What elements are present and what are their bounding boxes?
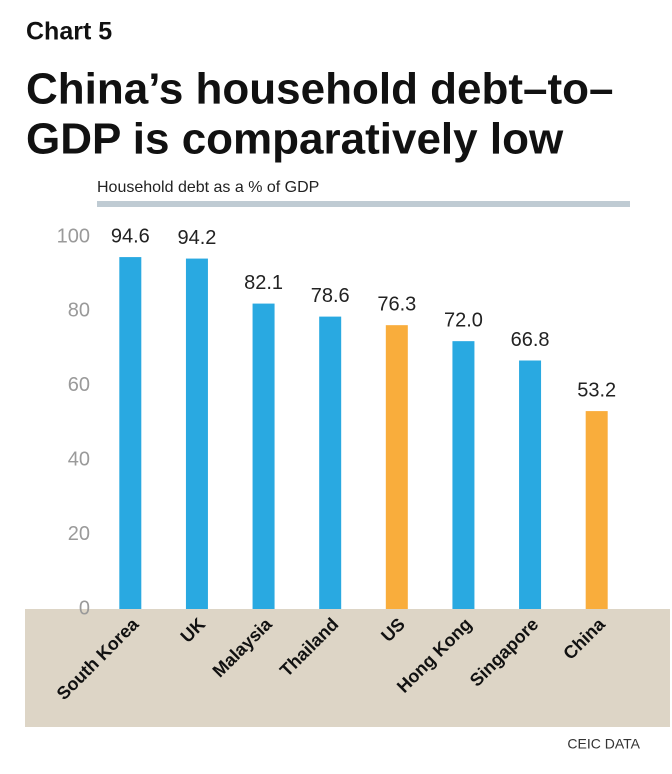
value-label: 94.6 bbox=[111, 225, 150, 247]
value-label: 94.2 bbox=[177, 227, 216, 249]
value-label: 78.6 bbox=[311, 285, 350, 307]
y-tick-label: 0 bbox=[79, 597, 90, 619]
bar bbox=[452, 341, 475, 609]
y-tick-label: 80 bbox=[68, 300, 90, 322]
source: CEIC DATA bbox=[567, 736, 640, 752]
chart-kicker: Chart 5 bbox=[26, 18, 112, 46]
bar bbox=[319, 316, 342, 609]
value-label: 76.3 bbox=[377, 293, 416, 315]
bar bbox=[252, 303, 275, 609]
value-label: 72.0 bbox=[444, 309, 483, 331]
bar bbox=[519, 360, 542, 609]
y-tick-label: 20 bbox=[68, 523, 90, 545]
bar bbox=[185, 258, 208, 609]
chart-subtitle: Household debt as a % of GDP bbox=[97, 179, 319, 196]
category-band bbox=[25, 609, 670, 727]
bar bbox=[119, 257, 142, 609]
value-label: 82.1 bbox=[244, 272, 283, 294]
subtitle-rule bbox=[97, 201, 630, 207]
chart-title: China’s household debt–to– bbox=[26, 65, 614, 114]
value-label: 66.8 bbox=[511, 329, 550, 351]
value-label: 53.2 bbox=[577, 379, 616, 401]
bar bbox=[385, 325, 408, 609]
y-tick-label: 100 bbox=[57, 225, 90, 247]
bar bbox=[585, 411, 608, 609]
chart-title: GDP is comparatively low bbox=[26, 115, 564, 164]
y-tick-label: 60 bbox=[68, 374, 90, 396]
y-tick-label: 40 bbox=[68, 448, 90, 470]
